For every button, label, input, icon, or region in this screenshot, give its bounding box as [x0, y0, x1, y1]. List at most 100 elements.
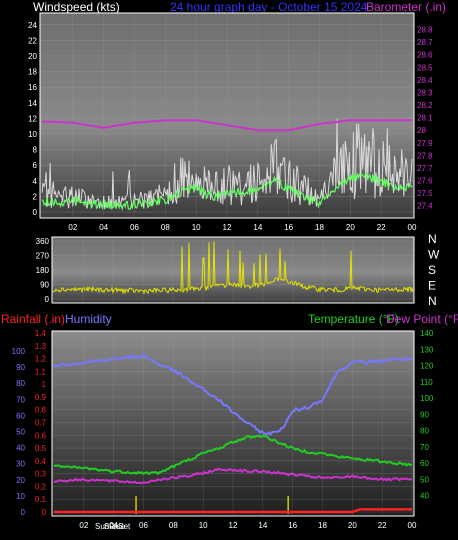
y-tick: 90: [40, 281, 49, 290]
y-tick-right: 28.5: [417, 63, 433, 72]
y-tick-rain: 0.9: [35, 393, 47, 402]
compass-letter-s: S: [428, 263, 436, 277]
barometer-label: Barometer (.in): [366, 0, 446, 14]
y-tick-temperature: 80: [420, 427, 429, 436]
windspeed-average-line: [41, 170, 413, 212]
y-tick-right: 28.7: [417, 38, 433, 47]
x-tick: 04: [109, 521, 118, 530]
y-tick: 270: [36, 252, 50, 261]
y-tick-left: 20: [28, 52, 37, 61]
x-tick: 10: [199, 521, 208, 530]
rainfall-line: [54, 508, 412, 514]
x-tick: 04: [99, 223, 108, 232]
y-tick-rain: 0.1: [35, 495, 47, 504]
compass-letter-e: E: [428, 279, 436, 293]
y-tick: 180: [36, 266, 50, 275]
y-tick-left: 4: [33, 177, 38, 186]
y-tick-temperature: 100: [420, 394, 434, 403]
x-tick: 20: [346, 223, 355, 232]
y-tick-right: 28.4: [417, 76, 433, 85]
y-tick-rain: 0.6: [35, 431, 47, 440]
y-tick-left: 18: [28, 68, 37, 77]
x-tick: 16: [288, 521, 297, 530]
x-tick: 22: [378, 521, 387, 530]
sunset-label: SunSet: [104, 522, 131, 531]
dewpoint-line: [53, 467, 413, 485]
y-tick-left: 16: [28, 83, 37, 92]
x-tick: 12: [229, 521, 238, 530]
y-tick-temperature: 70: [420, 443, 429, 452]
y-tick-right: 28.6: [417, 51, 433, 60]
x-tick: 00: [408, 223, 417, 232]
y-tick-humidity: 70: [16, 395, 25, 404]
y-tick-rain: 1.1: [35, 367, 47, 376]
y-tick-rain: 0: [42, 508, 47, 517]
sunrise-label: SunRise: [95, 522, 126, 531]
x-tick: 14: [258, 521, 267, 530]
y-tick-humidity: 40: [16, 444, 25, 453]
x-tick: 18: [315, 223, 324, 232]
y-tick-rain: 0.3: [35, 470, 47, 479]
x-tick: 06: [130, 223, 139, 232]
y-tick-temperature: 110: [420, 378, 433, 387]
y-tick-right: 28.2: [417, 101, 433, 110]
y-tick-left: 22: [28, 36, 37, 45]
dewpoint-label: Dew Point (°F): [386, 312, 458, 326]
y-tick-rain: 0.8: [35, 406, 47, 415]
y-tick-left: 12: [28, 114, 37, 123]
compass-letter-n: N: [428, 294, 437, 308]
y-tick-humidity: 90: [16, 363, 25, 372]
y-tick-right: 27.4: [417, 202, 433, 211]
y-tick-humidity: 0: [21, 508, 26, 517]
chart-title: 24 hour graph day - October 15 2024: [170, 0, 368, 14]
y-tick-right: 27.6: [417, 177, 433, 186]
y-tick-temperature: 50: [420, 475, 429, 484]
y-tick-right: 28: [417, 126, 426, 135]
x-tick: 12: [223, 223, 232, 232]
y-tick-rain: 1.4: [35, 329, 47, 338]
x-tick: 02: [68, 223, 77, 232]
y-tick-rain: 1.2: [35, 355, 47, 364]
y-tick-humidity: 60: [16, 411, 25, 420]
x-tick: 20: [348, 521, 357, 530]
y-tick-temperature: 40: [420, 492, 429, 501]
rain-humidity-temperature-panel: 0 0.1 0.2 0.3 0.4 0.5 0.6 0.7 0.8 0.9 1 1.1 1.2 1.3 1.…: [12, 329, 434, 531]
x-tick: 14: [253, 223, 262, 232]
y-tick-right: 27.9: [417, 139, 433, 148]
x-tick: 16: [284, 223, 293, 232]
y-tick-left: 8: [33, 146, 38, 155]
windspeed-label: Windspeed (kts): [33, 0, 120, 14]
y-tick-right: 27.8: [417, 151, 433, 160]
y-tick-right: 27.7: [417, 164, 433, 173]
y-tick-right: 28.1: [417, 114, 433, 123]
y-tick-rain: 1: [42, 380, 47, 389]
y-tick-rain: 0.5: [35, 444, 47, 453]
barometer-line: [41, 119, 412, 132]
y-tick-humidity: 10: [16, 492, 25, 501]
y-tick-rain: 0.4: [35, 457, 47, 466]
y-tick-rain: 1.3: [35, 342, 47, 351]
wind-direction-line: [52, 241, 414, 295]
y-tick-left: 6: [33, 161, 38, 170]
y-tick-humidity: 50: [16, 428, 25, 437]
temperature-label: Temperature (°F): [308, 312, 399, 326]
temperature-line: [53, 433, 413, 476]
y-tick-humidity: 100: [12, 347, 26, 356]
x-tick: 06: [139, 521, 148, 530]
y-tick-temperature: 120: [420, 362, 434, 371]
x-tick: 08: [169, 521, 178, 530]
y-tick-temperature: 140: [420, 329, 434, 338]
humidity-label: Humidity: [65, 312, 112, 326]
y-tick-temperature: 90: [420, 410, 429, 419]
humidity-line: [53, 353, 413, 436]
y-tick-humidity: 80: [16, 379, 25, 388]
x-tick: 18: [318, 521, 327, 530]
compass-letter-w: W: [428, 248, 440, 262]
y-tick-left: 24: [28, 21, 37, 30]
x-tick: 22: [377, 223, 386, 232]
y-tick-left: 2: [33, 192, 38, 201]
y-tick-humidity: 20: [16, 476, 25, 485]
x-tick: 02: [79, 521, 88, 530]
